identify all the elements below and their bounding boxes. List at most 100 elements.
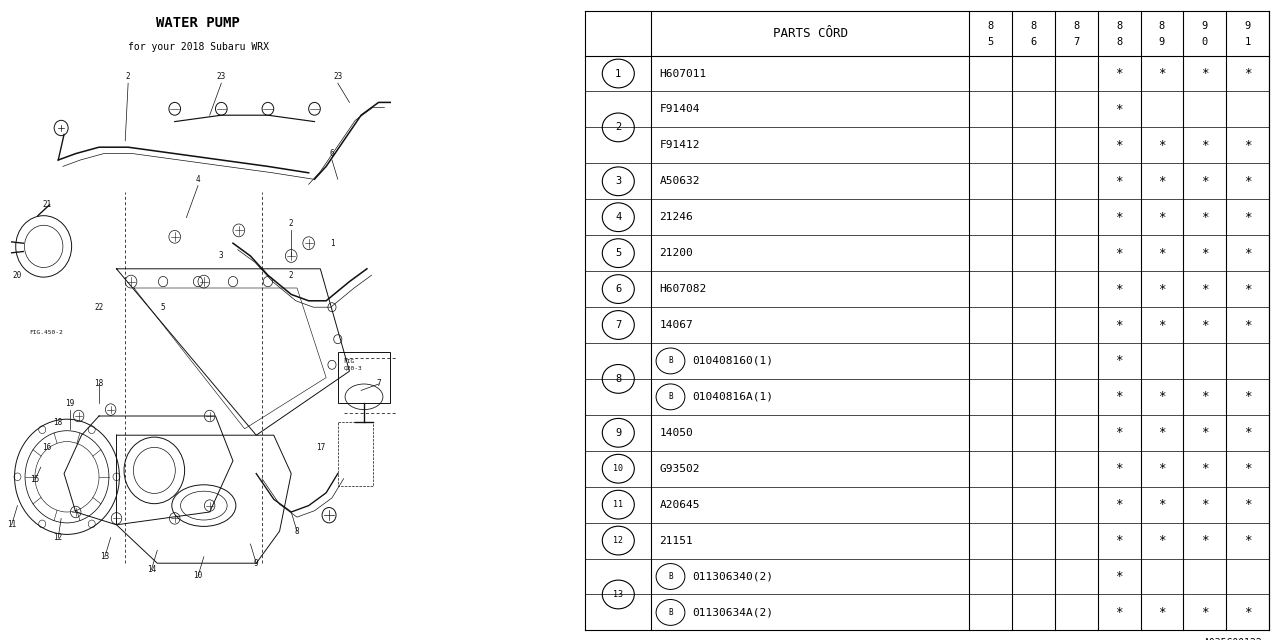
Text: 18: 18 bbox=[95, 380, 104, 388]
Text: 11: 11 bbox=[613, 500, 623, 509]
Text: 3: 3 bbox=[616, 176, 621, 186]
Text: B: B bbox=[668, 392, 673, 401]
Text: 7: 7 bbox=[376, 380, 381, 388]
Text: *: * bbox=[1115, 67, 1123, 80]
Text: B: B bbox=[668, 356, 673, 365]
Text: 011306340(2): 011306340(2) bbox=[692, 572, 773, 582]
Text: *: * bbox=[1244, 498, 1252, 511]
Text: 8: 8 bbox=[1116, 37, 1123, 47]
Text: 4: 4 bbox=[196, 175, 201, 184]
Text: 6: 6 bbox=[330, 149, 334, 158]
Text: 9: 9 bbox=[1202, 20, 1208, 31]
Text: *: * bbox=[1115, 534, 1123, 547]
Text: 8: 8 bbox=[616, 374, 621, 384]
Text: *: * bbox=[1158, 534, 1166, 547]
Text: *: * bbox=[1115, 426, 1123, 439]
Text: PARTS CÔRD: PARTS CÔRD bbox=[773, 27, 847, 40]
Text: 12: 12 bbox=[613, 536, 623, 545]
Text: 23: 23 bbox=[216, 72, 227, 81]
Text: 9: 9 bbox=[616, 428, 621, 438]
Text: 13: 13 bbox=[100, 552, 110, 561]
Text: 010408160(1): 010408160(1) bbox=[692, 356, 773, 366]
Text: *: * bbox=[1115, 139, 1123, 152]
Text: *: * bbox=[1244, 462, 1252, 476]
Text: *: * bbox=[1244, 534, 1252, 547]
Text: 10: 10 bbox=[193, 572, 202, 580]
Text: *: * bbox=[1244, 246, 1252, 260]
Text: FIG.450-2: FIG.450-2 bbox=[29, 330, 63, 335]
Text: *: * bbox=[1115, 246, 1123, 260]
Text: 17: 17 bbox=[316, 444, 325, 452]
Text: 9: 9 bbox=[1158, 37, 1165, 47]
Text: *: * bbox=[1158, 67, 1166, 80]
Text: *: * bbox=[1244, 426, 1252, 439]
Text: 3: 3 bbox=[219, 252, 224, 260]
Text: *: * bbox=[1201, 462, 1208, 476]
Text: *: * bbox=[1244, 390, 1252, 403]
Text: A035C00122: A035C00122 bbox=[1204, 638, 1263, 640]
Text: *: * bbox=[1158, 462, 1166, 476]
Text: 2: 2 bbox=[289, 271, 293, 280]
Text: *: * bbox=[1244, 606, 1252, 619]
Text: *: * bbox=[1158, 283, 1166, 296]
Text: 6: 6 bbox=[616, 284, 621, 294]
Text: H607011: H607011 bbox=[659, 68, 707, 79]
Text: *: * bbox=[1244, 67, 1252, 80]
Text: 7: 7 bbox=[1073, 37, 1079, 47]
Text: 1: 1 bbox=[1244, 37, 1251, 47]
Text: *: * bbox=[1201, 246, 1208, 260]
Text: 23: 23 bbox=[333, 72, 343, 81]
Text: 5: 5 bbox=[987, 37, 993, 47]
Text: *: * bbox=[1201, 390, 1208, 403]
Text: *: * bbox=[1115, 175, 1123, 188]
Text: 1: 1 bbox=[330, 239, 334, 248]
Text: *: * bbox=[1201, 534, 1208, 547]
Text: *: * bbox=[1115, 319, 1123, 332]
Text: 2: 2 bbox=[616, 122, 621, 132]
Text: 2: 2 bbox=[289, 220, 293, 228]
Text: *: * bbox=[1158, 606, 1166, 619]
Text: 14050: 14050 bbox=[659, 428, 694, 438]
Text: 22: 22 bbox=[95, 303, 104, 312]
Text: 11: 11 bbox=[6, 520, 17, 529]
Text: 01130634A(2): 01130634A(2) bbox=[692, 607, 773, 618]
Text: *: * bbox=[1115, 498, 1123, 511]
Text: WATER PUMP: WATER PUMP bbox=[156, 16, 239, 30]
Text: *: * bbox=[1201, 67, 1208, 80]
Text: *: * bbox=[1158, 211, 1166, 224]
Text: 8: 8 bbox=[1158, 20, 1165, 31]
Text: *: * bbox=[1158, 390, 1166, 403]
Text: *: * bbox=[1244, 211, 1252, 224]
Text: *: * bbox=[1158, 175, 1166, 188]
Text: 14067: 14067 bbox=[659, 320, 694, 330]
Text: *: * bbox=[1244, 139, 1252, 152]
Text: 8: 8 bbox=[1030, 20, 1037, 31]
Text: *: * bbox=[1158, 319, 1166, 332]
Text: 5: 5 bbox=[161, 303, 165, 312]
Text: 7: 7 bbox=[616, 320, 621, 330]
Text: *: * bbox=[1115, 211, 1123, 224]
Text: 0: 0 bbox=[1202, 37, 1208, 47]
Text: *: * bbox=[1115, 390, 1123, 403]
Text: 8: 8 bbox=[987, 20, 993, 31]
Text: 14: 14 bbox=[147, 565, 156, 574]
Text: *: * bbox=[1244, 175, 1252, 188]
Text: H607082: H607082 bbox=[659, 284, 707, 294]
Text: 8: 8 bbox=[1073, 20, 1079, 31]
Text: *: * bbox=[1158, 246, 1166, 260]
Text: 21151: 21151 bbox=[659, 536, 694, 545]
Text: *: * bbox=[1201, 211, 1208, 224]
Text: A20645: A20645 bbox=[659, 500, 700, 509]
Text: 8: 8 bbox=[1116, 20, 1123, 31]
Text: 9: 9 bbox=[1244, 20, 1251, 31]
Text: *: * bbox=[1115, 355, 1123, 367]
Text: *: * bbox=[1201, 283, 1208, 296]
Text: *: * bbox=[1115, 103, 1123, 116]
Text: *: * bbox=[1201, 606, 1208, 619]
Text: *: * bbox=[1201, 139, 1208, 152]
Text: *: * bbox=[1201, 175, 1208, 188]
Text: 2: 2 bbox=[125, 72, 131, 81]
Text: 01040816A(1): 01040816A(1) bbox=[692, 392, 773, 402]
Text: 15: 15 bbox=[31, 476, 40, 484]
Text: 20: 20 bbox=[13, 271, 22, 280]
